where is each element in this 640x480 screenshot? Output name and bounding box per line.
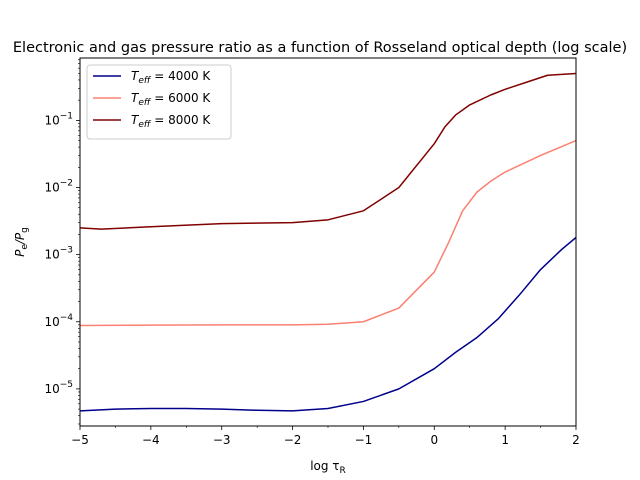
y-tick-base: 10 xyxy=(44,315,59,329)
x-tick-label: 2 xyxy=(572,433,580,447)
legend-entry-0: Teff = 4000 K xyxy=(131,69,211,86)
legend-symbol: T xyxy=(131,91,140,105)
legend-subscript: eff xyxy=(138,120,152,130)
x-tick-label: −4 xyxy=(142,433,160,447)
y-tick-exponent: −1 xyxy=(60,111,73,121)
y-label-part: /P xyxy=(13,232,27,245)
y-tick-base: 10 xyxy=(44,382,59,396)
y-tick-exponent: −5 xyxy=(60,380,73,390)
y-tick-label: 10−1 xyxy=(44,111,73,127)
legend-subscript: eff xyxy=(138,76,152,86)
y-tick-label: 10−2 xyxy=(44,179,73,195)
x-axis: −5 −4 −3 −2 −1 0 1 2 xyxy=(71,426,580,447)
legend-symbol: T xyxy=(131,69,140,83)
y-label-sub: e xyxy=(20,244,30,250)
x-tick-label: −3 xyxy=(213,433,231,447)
x-tick-label: 0 xyxy=(430,433,438,447)
y-tick-exponent: −3 xyxy=(60,246,73,256)
x-tick-label: −2 xyxy=(284,433,302,447)
x-tick-label: −1 xyxy=(355,433,373,447)
chart-title: Electronic and gas pressure ratio as a f… xyxy=(13,40,627,56)
legend-value: = 6000 K xyxy=(150,91,211,105)
legend-symbol: T xyxy=(131,113,140,127)
x-tick-label: −5 xyxy=(71,433,89,447)
legend-box xyxy=(86,64,232,140)
y-tick-label: 10−4 xyxy=(44,313,73,329)
x-label-sub: R xyxy=(340,466,346,476)
series-layer xyxy=(80,72,576,412)
legend-subscript: eff xyxy=(138,98,152,108)
series-line-2 xyxy=(80,72,576,230)
y-tick-base: 10 xyxy=(44,248,59,262)
x-axis-label: log τR xyxy=(310,459,346,476)
legend-entry-2: Teff = 8000 K xyxy=(131,113,211,130)
series-line-0 xyxy=(80,236,576,412)
y-tick-label: 10−5 xyxy=(44,380,73,396)
y-axis: 10−510−410−310−210−1 xyxy=(44,59,80,425)
series-line-1 xyxy=(80,139,576,327)
x-label-main: log τ xyxy=(310,459,339,473)
y-label-part: P xyxy=(13,249,27,257)
y-axis-label: Pe/Pg xyxy=(13,227,30,257)
y-tick-base: 10 xyxy=(44,181,59,195)
x-tick-label: 1 xyxy=(501,433,509,447)
legend-value: = 8000 K xyxy=(150,113,211,127)
legend-value: = 4000 K xyxy=(150,69,211,83)
y-tick-base: 10 xyxy=(44,113,59,127)
legend-entry-1: Teff = 6000 K xyxy=(131,91,211,108)
y-label-sub: g xyxy=(20,227,30,233)
y-tick-exponent: −2 xyxy=(60,179,73,189)
y-tick-exponent: −4 xyxy=(60,313,74,323)
plot-area xyxy=(79,57,577,427)
y-tick-label: 10−3 xyxy=(44,246,73,262)
